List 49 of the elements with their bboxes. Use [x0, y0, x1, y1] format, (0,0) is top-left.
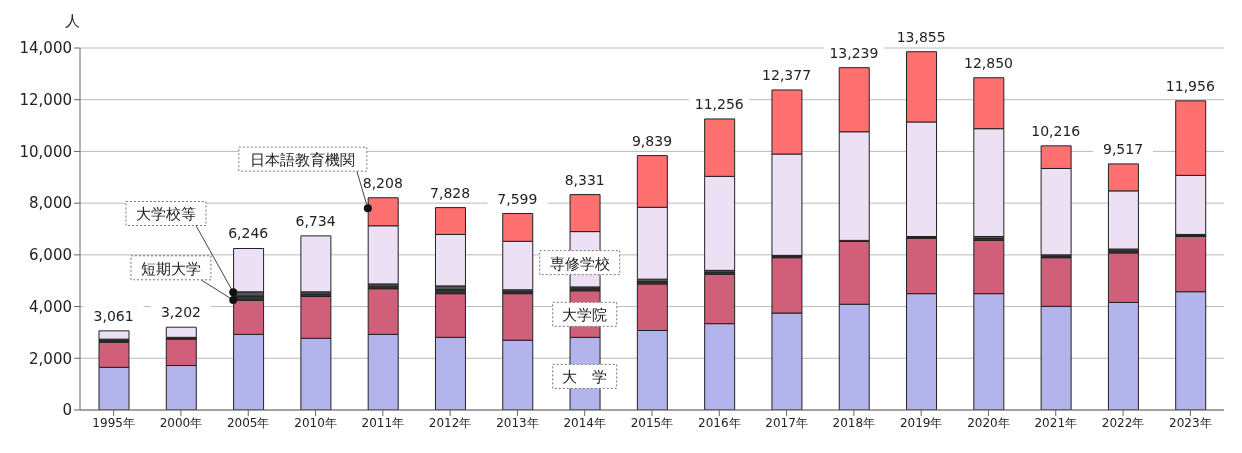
total-label: 10,216	[1031, 122, 1081, 139]
total-label: 9,517	[1103, 140, 1144, 157]
x-tick-label: 2019年	[899, 415, 943, 430]
x-tick-label: 2011年	[361, 415, 405, 430]
total-label: 8,208	[362, 174, 403, 191]
x-tick-label: 2005年	[226, 415, 270, 430]
y-tick-label: 0	[62, 401, 72, 420]
x-tick-label: 2022年	[1101, 415, 1145, 430]
y-tick-label: 8,000	[29, 194, 72, 213]
total-label: 11,956	[1165, 77, 1215, 94]
y-tick-label: 2,000	[29, 349, 72, 368]
total-label: 9,839	[631, 132, 673, 149]
total-label: 11,256	[694, 95, 744, 112]
text: 大学校等	[135, 205, 196, 224]
total-label: 13,855	[896, 28, 946, 45]
total-label: 6,734	[295, 212, 336, 229]
y-axis-title: 人	[64, 12, 80, 30]
x-tick-label: 2017年	[765, 415, 808, 430]
total-label: 12,377	[762, 66, 812, 83]
y-tick-label: 12,000	[19, 91, 72, 110]
total-label: 3,061	[93, 307, 134, 324]
x-tick-label: 2015年	[630, 415, 674, 430]
total-label: 8,331	[564, 171, 605, 188]
x-tick-label: 2013年	[496, 415, 539, 430]
x-tick-label: 2012年	[428, 415, 472, 430]
total-label: 7,599	[497, 190, 538, 207]
x-tick-label: 2014年	[563, 415, 606, 430]
y-tick-label: 4,000	[29, 297, 72, 316]
y-tick-label: 10,000	[19, 142, 72, 161]
x-tick-label: 2021年	[1034, 415, 1078, 430]
total-label: 6,246	[228, 225, 269, 242]
series-label: 大 学	[562, 368, 608, 387]
y-tick-label: 14,000	[19, 39, 72, 58]
text: 短期大学	[140, 259, 201, 278]
x-tick-label: 2023年	[1169, 415, 1212, 430]
x-tick-label: 2018年	[832, 415, 876, 430]
x-tick-label: 2016年	[698, 415, 741, 430]
x-tick-label: 2020年	[967, 415, 1010, 430]
text: 日本語教育機関	[250, 151, 356, 170]
x-tick-label: 2000年	[159, 415, 203, 430]
series-label: 専修学校	[549, 254, 610, 273]
total-label: 3,202	[160, 304, 201, 321]
total-label: 7,828	[430, 184, 471, 201]
y-tick-label: 6,000	[29, 246, 72, 265]
x-tick-label: 2010年	[294, 415, 337, 430]
x-tick-label: 1995年	[92, 415, 135, 430]
series-label: 大学院	[562, 306, 608, 325]
total-label: 13,239	[829, 44, 879, 61]
total-label: 12,850	[963, 54, 1013, 71]
